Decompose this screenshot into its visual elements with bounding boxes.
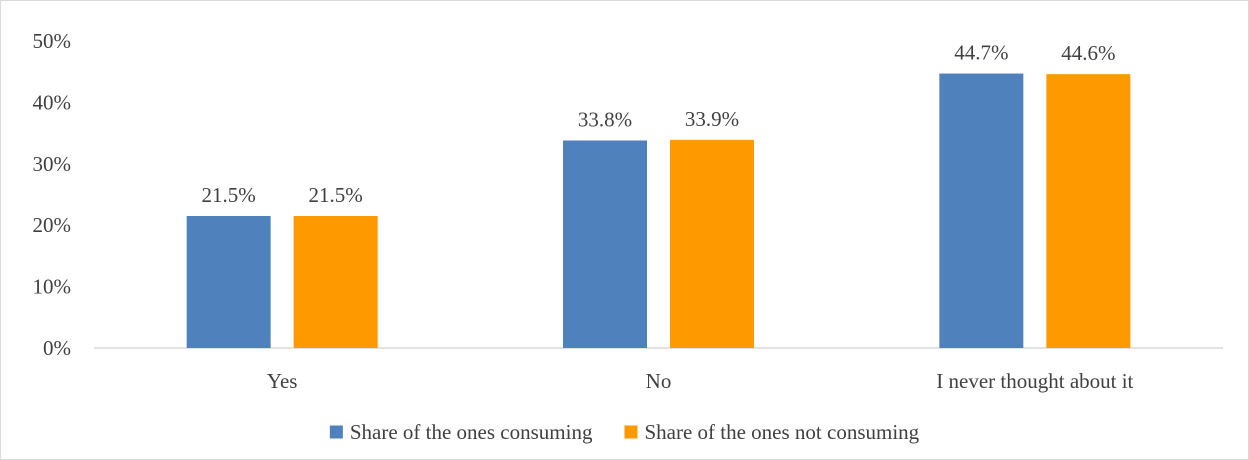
bar — [1046, 74, 1131, 348]
y-tick-label: 10% — [33, 275, 72, 299]
category-label: No — [646, 369, 672, 393]
legend-label: Share of the ones consuming — [350, 420, 593, 444]
legend-swatch — [329, 425, 343, 439]
y-tick-label: 50% — [33, 29, 72, 53]
bar — [293, 215, 378, 348]
data-label: 33.9% — [685, 107, 739, 131]
x-axis: Yes No I never thought about it — [267, 369, 1134, 393]
data-label: 21.5% — [309, 183, 363, 207]
y-tick-label: 0% — [43, 336, 71, 360]
legend-swatch — [624, 425, 638, 439]
category-label: I never thought about it — [936, 369, 1133, 393]
legend: Share of the ones consuming Share of the … — [329, 420, 920, 444]
legend-label: Share of the ones not consuming — [644, 420, 919, 444]
bar — [563, 140, 647, 348]
data-label: 33.8% — [578, 107, 632, 131]
y-axis: 0% 10% 20% 30% 40% 50% — [33, 29, 72, 360]
y-tick-label: 40% — [33, 90, 72, 114]
bar — [939, 73, 1024, 349]
bar — [670, 139, 754, 348]
data-label: 44.6% — [1061, 41, 1115, 65]
y-tick-label: 20% — [33, 213, 72, 237]
data-label: 21.5% — [202, 183, 256, 207]
data-labels-group: 21.5% 21.5% 33.8% 33.9% 44.7% 44.6% — [202, 41, 1116, 207]
y-tick-label: 30% — [33, 152, 72, 176]
data-label: 44.7% — [954, 41, 1008, 65]
bars-group — [186, 73, 1131, 349]
bar — [186, 215, 271, 348]
category-label: Yes — [267, 369, 298, 393]
